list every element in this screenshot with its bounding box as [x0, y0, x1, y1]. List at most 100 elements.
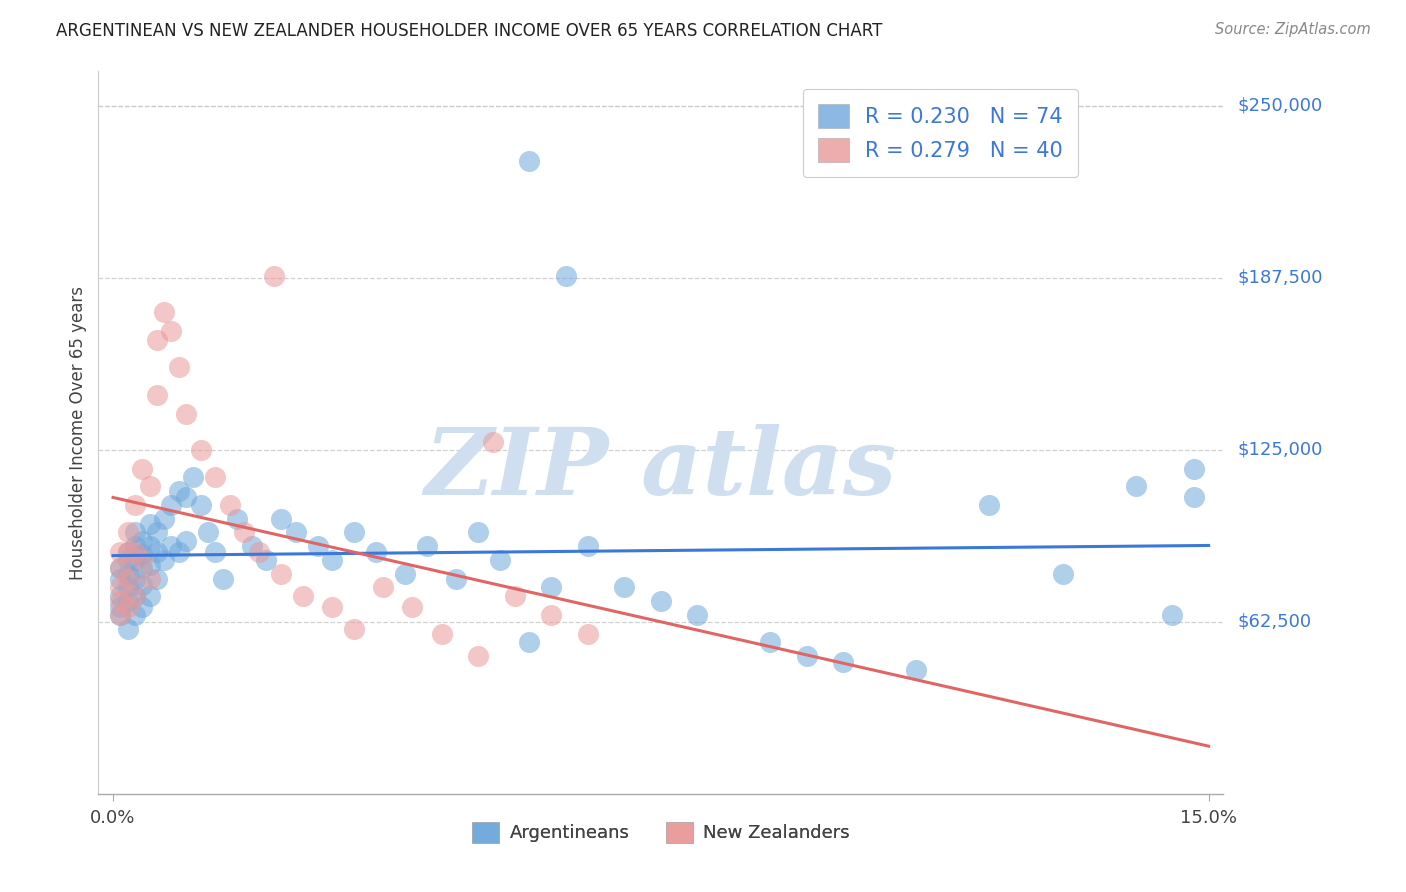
Point: [219, 498, 242, 512]
Point: [482, 434, 505, 449]
Point: [110, 581, 132, 595]
Text: $62,500: $62,500: [1237, 613, 1312, 631]
Point: [540, 607, 562, 622]
Point: [124, 607, 146, 622]
Point: [832, 655, 855, 669]
Point: [364, 544, 387, 558]
Point: [489, 553, 512, 567]
Point: [446, 572, 468, 586]
Point: [146, 572, 169, 586]
Point: [686, 607, 709, 622]
Point: [153, 305, 176, 319]
Point: [321, 553, 343, 567]
Point: [117, 572, 139, 586]
Point: [131, 577, 153, 591]
Point: [117, 525, 139, 540]
Point: [124, 572, 146, 586]
Point: [124, 589, 146, 603]
Point: [117, 544, 139, 558]
Point: [183, 470, 205, 484]
Point: [1052, 566, 1074, 581]
Point: [110, 607, 132, 622]
Point: [174, 490, 197, 504]
Point: [576, 627, 599, 641]
Point: [291, 589, 314, 603]
Point: [117, 622, 139, 636]
Point: [226, 511, 249, 525]
Point: [343, 622, 366, 636]
Point: [190, 442, 212, 457]
Point: [204, 544, 226, 558]
Point: [576, 539, 599, 553]
Y-axis label: Householder Income Over 65 years: Householder Income Over 65 years: [69, 285, 87, 580]
Point: [905, 663, 928, 677]
Point: [124, 544, 146, 558]
Point: [110, 607, 132, 622]
Text: ARGENTINEAN VS NEW ZEALANDER HOUSEHOLDER INCOME OVER 65 YEARS CORRELATION CHART: ARGENTINEAN VS NEW ZEALANDER HOUSEHOLDER…: [56, 22, 883, 40]
Point: [138, 572, 160, 586]
Text: ZIP atlas: ZIP atlas: [425, 424, 897, 514]
Point: [204, 470, 226, 484]
Point: [401, 599, 423, 614]
Point: [467, 525, 489, 540]
Point: [131, 533, 153, 548]
Point: [554, 269, 576, 284]
Point: [197, 525, 219, 540]
Point: [124, 525, 146, 540]
Point: [343, 525, 366, 540]
Point: [167, 544, 190, 558]
Point: [613, 581, 636, 595]
Point: [124, 498, 146, 512]
Point: [270, 566, 292, 581]
Point: [117, 599, 139, 614]
Point: [160, 498, 183, 512]
Point: [394, 566, 416, 581]
Point: [110, 561, 132, 575]
Point: [540, 581, 562, 595]
Point: [124, 539, 146, 553]
Point: [167, 360, 190, 375]
Point: [1182, 462, 1205, 476]
Point: [110, 561, 132, 575]
Point: [146, 544, 169, 558]
Point: [503, 589, 526, 603]
Point: [138, 558, 160, 573]
Point: [1161, 607, 1184, 622]
Point: [110, 599, 132, 614]
Point: [517, 153, 540, 168]
Point: [321, 599, 343, 614]
Point: [117, 581, 139, 595]
Text: $250,000: $250,000: [1237, 96, 1323, 115]
Text: $187,500: $187,500: [1237, 268, 1323, 287]
Point: [167, 484, 190, 499]
Point: [416, 539, 439, 553]
Point: [373, 581, 395, 595]
Point: [124, 589, 146, 603]
Point: [211, 572, 233, 586]
Point: [131, 553, 153, 567]
Point: [174, 533, 197, 548]
Point: [110, 572, 132, 586]
Point: [131, 599, 153, 614]
Point: [117, 566, 139, 581]
Point: [1125, 478, 1147, 492]
Point: [233, 525, 256, 540]
Point: [153, 511, 176, 525]
Point: [174, 407, 197, 421]
Point: [430, 627, 453, 641]
Point: [517, 635, 540, 649]
Point: [247, 544, 270, 558]
Point: [1182, 490, 1205, 504]
Point: [270, 511, 292, 525]
Point: [117, 594, 139, 608]
Point: [759, 635, 782, 649]
Point: [160, 539, 183, 553]
Point: [138, 478, 160, 492]
Point: [153, 553, 176, 567]
Point: [131, 561, 153, 575]
Point: [263, 269, 285, 284]
Point: [146, 333, 169, 347]
Point: [467, 649, 489, 664]
Point: [979, 498, 1001, 512]
Point: [131, 462, 153, 476]
